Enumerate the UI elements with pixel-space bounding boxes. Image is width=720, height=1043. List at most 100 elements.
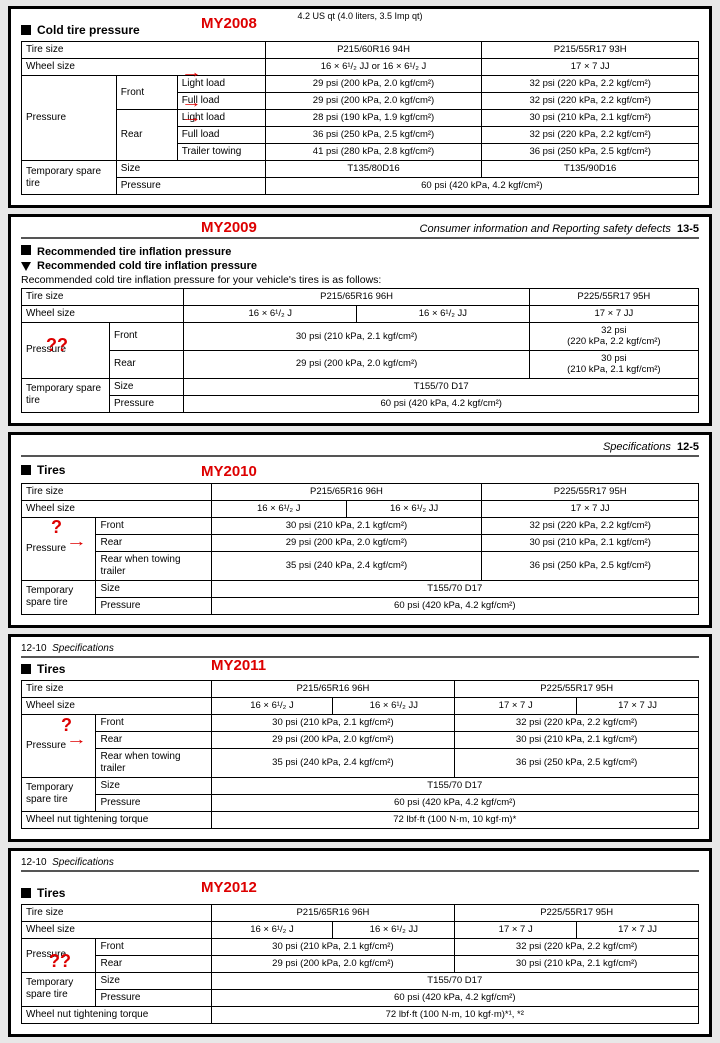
cell: Pressure: [96, 794, 211, 811]
cell: Temporary spare tire: [22, 777, 96, 811]
cell: Tire size: [22, 42, 266, 59]
cell: P225/55R17 95H: [529, 289, 698, 306]
subheading: Recommended cold tire inflation pressure: [37, 260, 257, 272]
cell: 32 psi (220 kPa, 2.2 kgf/cm²): [455, 938, 699, 955]
cell: T135/80D16: [265, 161, 482, 178]
cell: 36 psi (250 kPa, 2.5 kgf/cm²): [455, 748, 699, 777]
top-note: 4.2 US qt (4.0 liters, 3.5 Imp qt): [21, 11, 699, 21]
arrow-icon: →: [181, 64, 202, 81]
cell: Pressure: [22, 76, 117, 161]
cell: Temporary spare tire: [22, 972, 96, 1006]
cell: 36 psi (250 kPa, 2.5 kgf/cm²): [482, 551, 699, 580]
cell: P215/55R17 93H: [482, 42, 699, 59]
cell: 30 psi (210 kPa, 2.1 kgf/cm²): [211, 714, 455, 731]
cell: 29 psi (200 kPa, 2.0 kgf/cm²): [211, 534, 482, 551]
panel-2010: Specifications 12-5 Tires MY2010 ? → Tir…: [8, 432, 712, 628]
annotation: ??: [46, 335, 68, 356]
spec-table-2009: Tire sizeP215/65R16 96HP225/55R17 95H Wh…: [21, 288, 699, 413]
cell: 16 × 6¹/₂ JJ: [357, 306, 530, 323]
cell: 17 × 7 JJ: [529, 306, 698, 323]
spec-table-2008: Tire sizeP215/60R16 94HP215/55R17 93H Wh…: [21, 41, 699, 195]
cell: 72 lbf·ft (100 N·m, 10 kgf·m)*¹, *²: [211, 1006, 698, 1023]
annotation: ??: [49, 951, 71, 972]
cell: 35 psi (240 kPa, 2.4 kgf/cm²): [211, 748, 455, 777]
panel-2009: MY2009 Consumer information and Reportin…: [8, 214, 712, 426]
bullet-icon: [21, 664, 31, 674]
heading: Recommended tire inflation pressure: [37, 246, 231, 258]
cell: Rear: [96, 534, 211, 551]
cell: 17 × 7 JJ: [577, 697, 699, 714]
cell: Front: [116, 76, 177, 110]
cell: P215/65R16 96H: [211, 680, 455, 697]
cell: Rear: [116, 110, 177, 161]
cell: T135/90D16: [482, 161, 699, 178]
cell: Wheel size: [22, 500, 212, 517]
cell: Rear when towing trailer: [96, 551, 211, 580]
cell: Wheel size: [22, 697, 212, 714]
cell: 17 × 7 J: [455, 921, 577, 938]
cell: 30 psi (210 kPa, 2.1 kgf/cm²): [482, 110, 699, 127]
cell: 30 psi (210 kPa, 2.1 kgf/cm²): [211, 517, 482, 534]
cell: 36 psi (250 kPa, 2.5 kgf/cm²): [265, 127, 482, 144]
cell: Rear: [96, 955, 211, 972]
cell: Temporary spare tire: [22, 580, 96, 614]
cell: 17 × 7 J: [455, 697, 577, 714]
page-ref-label: Specifications: [603, 441, 671, 453]
cell: 29 psi (200 kPa, 2.0 kgf/cm²): [211, 731, 455, 748]
cell: Rear when towing trailer: [96, 748, 211, 777]
cell: T155/70 D17: [211, 580, 698, 597]
cell: Tire size: [22, 483, 212, 500]
cell: 32 psi (220 kPa, 2.2 kgf/cm²): [529, 323, 698, 351]
cell: Rear: [110, 350, 184, 378]
year-label: MY2010: [201, 463, 257, 480]
cell: P225/55R17 95H: [455, 904, 699, 921]
cell: P215/65R16 96H: [211, 904, 455, 921]
year-label: MY2008: [201, 15, 257, 32]
cell: Wheel size: [22, 306, 184, 323]
page-ref-label: Specifications: [52, 643, 114, 654]
cell: 17 × 7 JJ: [482, 59, 699, 76]
section-title: Tires: [37, 662, 65, 676]
panel-2008: 4.2 US qt (4.0 liters, 3.5 Imp qt) Cold …: [8, 6, 712, 208]
bullet-icon: [21, 888, 31, 898]
arrow-icon: →: [181, 109, 202, 126]
page-ref-label: Specifications: [52, 857, 114, 868]
cell: 16 × 6¹/₂ J: [211, 697, 333, 714]
cell: P215/60R16 94H: [265, 42, 482, 59]
cell: P215/65R16 96H: [184, 289, 529, 306]
cell: 72 lbf·ft (100 N·m, 10 kgf·m)*: [211, 811, 698, 828]
cell: P225/55R17 95H: [482, 483, 699, 500]
cell: Front: [110, 323, 184, 351]
cell: 32 psi (220 kPa, 2.2 kgf/cm²): [482, 127, 699, 144]
cell: Size: [96, 972, 211, 989]
cell: 16 × 6¹/₂ JJ: [333, 921, 455, 938]
cell: 32 psi (220 kPa, 2.2 kgf/cm²): [482, 517, 699, 534]
cell: Tire size: [22, 904, 212, 921]
cell: T155/70 D17: [184, 378, 699, 395]
section-title: Tires: [37, 463, 65, 477]
cell: 16 × 6¹/₂ JJ: [333, 697, 455, 714]
cell: Wheel size: [22, 59, 266, 76]
cell: T155/70 D17: [211, 972, 698, 989]
cell: Rear: [96, 731, 211, 748]
bullet-icon: [21, 25, 31, 35]
year-label: MY2011: [211, 657, 266, 674]
cell: 16 × 6¹/₂ J: [184, 306, 357, 323]
cell: Size: [96, 580, 211, 597]
cell: 30 psi (210 kPa, 2.1 kgf/cm²): [455, 731, 699, 748]
cell: P215/65R16 96H: [211, 483, 482, 500]
cell: 16 × 6¹/₂ J: [211, 921, 333, 938]
cell: Pressure: [96, 597, 211, 614]
cell: 29 psi (200 kPa, 2.0 kgf/cm²): [265, 93, 482, 110]
page-ref-num: 12-10: [21, 643, 47, 654]
cell: Pressure: [110, 395, 184, 412]
cell: 30 psi (210 kPa, 2.1 kgf/cm²): [529, 350, 698, 378]
spec-table-2012: Tire sizeP215/65R16 96HP225/55R17 95H Wh…: [21, 904, 699, 1024]
cell: 30 psi (210 kPa, 2.1 kgf/cm²): [184, 323, 529, 351]
cell: Tire size: [22, 289, 184, 306]
cell: 60 psi (420 kPa, 4.2 kgf/cm²): [211, 597, 698, 614]
section-title: Cold tire pressure: [37, 23, 140, 37]
cell: 60 psi (420 kPa, 4.2 kgf/cm²): [184, 395, 699, 412]
section-title: Tires: [37, 886, 65, 900]
annotation: ?: [51, 517, 62, 538]
